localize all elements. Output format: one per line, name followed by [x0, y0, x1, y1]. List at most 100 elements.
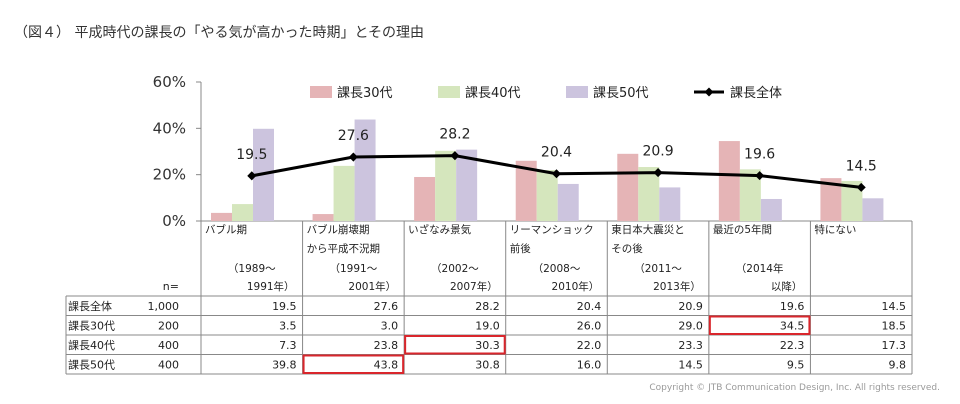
table-cell: 9.5: [787, 359, 805, 372]
highlight-box: [708, 315, 811, 335]
bar-課長50代-2: [456, 149, 478, 221]
category-label-3: 前後: [510, 242, 531, 255]
bar-課長30代-6: [820, 178, 842, 221]
bar-課長50代-1: [354, 119, 376, 221]
table-cell: 34.5: [780, 320, 805, 333]
data-label-課長全体-3: 20.4: [541, 145, 572, 161]
bar-課長50代-3: [557, 183, 579, 221]
legend-label-課長30代: 課長30代: [337, 85, 393, 101]
category-label-6: 特にない: [814, 224, 856, 236]
category-label-5: 最近の5年間: [713, 223, 772, 236]
highlight-box: [302, 354, 405, 374]
table-cell: 23.8: [374, 339, 399, 352]
bar-課長40代-0: [232, 204, 253, 221]
y-tick-label: 40%: [153, 119, 186, 137]
category-label-3: 2010年）: [552, 280, 600, 293]
bar-課長30代-1: [312, 214, 334, 221]
category-label-5: （2014年: [736, 262, 784, 275]
category-label-1: 2001年）: [348, 280, 396, 293]
table-cell: 19.5: [272, 300, 297, 313]
bar-課長40代-5: [739, 169, 761, 221]
table-row-label: 課長全体: [68, 299, 112, 313]
category-label-2: 2007年）: [450, 280, 498, 293]
category-label-4: 2013年）: [653, 280, 701, 293]
table-n-cell: 400: [158, 339, 179, 352]
bar-課長50代-5: [760, 198, 782, 221]
bar-課長40代-3: [536, 170, 558, 221]
category-label-5: 以降）: [771, 280, 803, 293]
table-cell: 17.3: [882, 339, 907, 352]
legend-marker-課長全体: [704, 87, 714, 97]
table-cell: 14.5: [678, 359, 703, 372]
category-label-4: その後: [611, 242, 643, 255]
table-cell: 43.8: [374, 359, 399, 372]
legend-swatch-課長40代: [438, 86, 460, 98]
legend-label-課長50代: 課長50代: [593, 85, 649, 101]
table-cell: 16.0: [577, 359, 602, 372]
category-label-4: 東日本大震災と: [611, 223, 685, 236]
table-cell: 7.3: [279, 339, 297, 352]
table-cell: 39.8: [272, 359, 297, 372]
data-label-課長全体-1: 27.6: [338, 128, 369, 144]
table-row-label: 課長50代: [68, 358, 115, 372]
table-cell: 20.9: [678, 300, 703, 313]
table-cell: 23.3: [678, 339, 703, 352]
table-n-cell: 400: [158, 359, 179, 372]
category-label-1: バブル崩壊期: [307, 223, 370, 236]
bar-課長50代-4: [659, 187, 681, 221]
category-label-2: いざなみ景気: [408, 223, 471, 236]
table-cell: 26.0: [577, 320, 602, 333]
table-cell: 18.5: [882, 320, 907, 333]
category-label-3: リーマンショック: [510, 224, 594, 236]
table-row-label: 課長40代: [68, 338, 115, 352]
bar-課長40代-1: [333, 165, 355, 221]
table-cell: 19.6: [780, 300, 805, 313]
table-cell: 27.6: [374, 300, 399, 313]
bar-課長40代-4: [638, 167, 660, 221]
chart-title: （図４） 平成時代の課長の「やる気が高かった時期」とその理由: [14, 25, 425, 41]
table-cell: 22.3: [780, 339, 805, 352]
bar-課長50代-6: [862, 198, 884, 221]
table-cell: 3.0: [381, 320, 399, 333]
category-label-3: （2008～: [533, 263, 581, 275]
data-label-課長全体-4: 20.9: [642, 144, 673, 160]
legend-label-課長全体: 課長全体: [730, 85, 782, 101]
table-cell: 30.3: [475, 339, 500, 352]
category-label-0: （1989～: [228, 263, 276, 275]
copyright-notice: Copyright © JTB Communication Design, In…: [649, 383, 940, 393]
data-label-課長全体-0: 19.5: [236, 147, 267, 163]
category-label-2: （2002～: [431, 263, 479, 275]
table-cell: 3.5: [279, 320, 297, 333]
table-cell: 29.0: [678, 320, 703, 333]
legend-swatch-課長30代: [310, 86, 332, 98]
table-cell: 19.0: [475, 320, 500, 333]
table-cell: 20.4: [577, 300, 602, 313]
table-cell: 30.8: [475, 359, 500, 372]
table-cell: 14.5: [882, 300, 907, 313]
table-cell: 28.2: [475, 300, 500, 313]
data-label-課長全体-6: 14.5: [846, 158, 877, 174]
table-n-cell: 200: [158, 320, 179, 333]
y-tick-label: 60%: [153, 73, 186, 91]
data-label-課長全体-2: 28.2: [439, 127, 470, 143]
category-label-0: 1991年）: [247, 280, 295, 293]
data-label-課長全体-5: 19.6: [744, 147, 775, 163]
category-label-4: （2011～: [634, 263, 682, 275]
table-cell: 9.8: [889, 359, 907, 372]
table-row-label: 課長30代: [68, 319, 115, 333]
bar-課長30代-4: [617, 153, 639, 221]
bar-課長30代-3: [515, 160, 537, 221]
n-header: n=: [163, 280, 179, 293]
y-tick-label: 20%: [153, 166, 186, 184]
legend-label-課長40代: 課長40代: [465, 85, 521, 101]
category-label-1: から平成不況期: [307, 243, 381, 255]
table-cell: 22.0: [577, 339, 602, 352]
highlight-box: [404, 335, 506, 355]
bar-課長30代-5: [718, 141, 740, 221]
bar-課長40代-2: [435, 150, 457, 221]
bar-課長40代-6: [841, 180, 863, 221]
y-tick-label: 0%: [162, 212, 186, 230]
bar-課長30代-0: [211, 212, 232, 221]
category-label-0: バブル期: [205, 223, 247, 236]
